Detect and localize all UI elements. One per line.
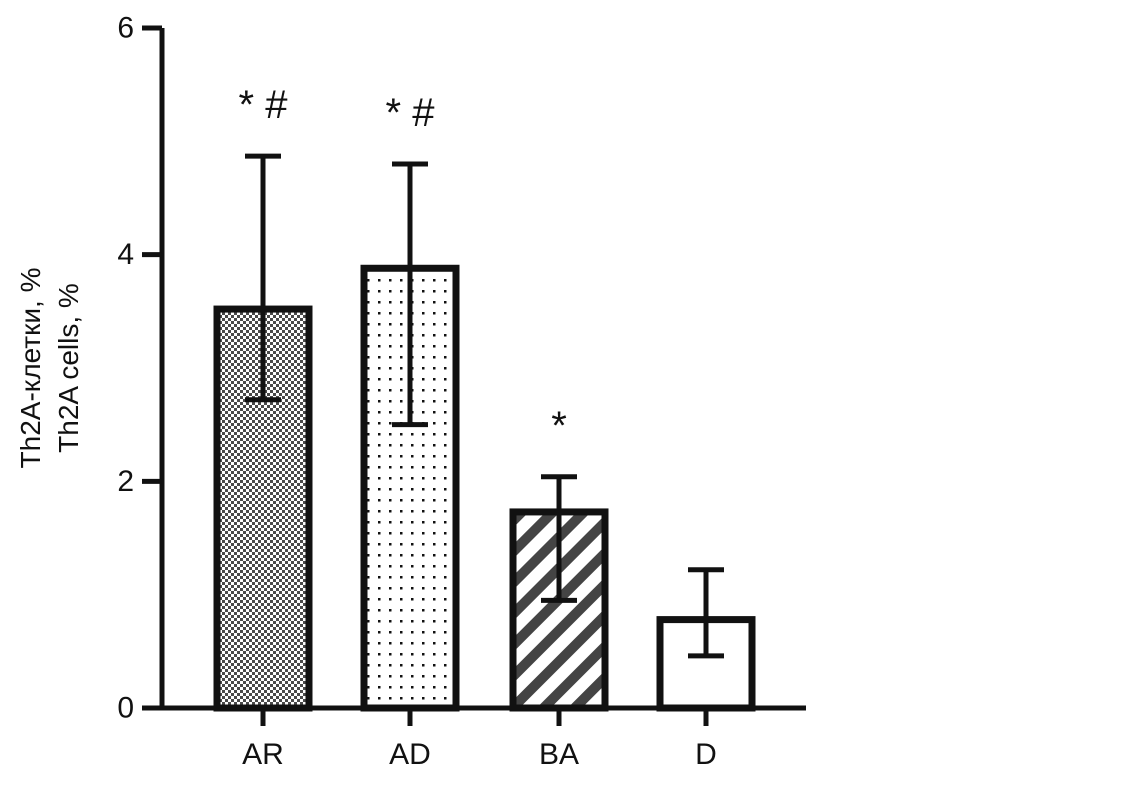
significance-annotation-ba: * xyxy=(551,404,567,448)
y-tick-label-6: 6 xyxy=(117,12,134,45)
error-bars-group xyxy=(245,153,724,659)
axes-group xyxy=(142,25,806,726)
y-axis-title: Th2A-клетки, % Th2A cells, % xyxy=(15,268,84,469)
y-axis-title-line-1: Th2A-клетки, % xyxy=(15,268,46,469)
labels-group: 0 2 4 6 AR AD BA D xyxy=(117,12,717,772)
y-tick-label-2: 2 xyxy=(117,465,134,498)
y-tick-label-0: 0 xyxy=(117,692,134,725)
bar-d xyxy=(656,616,756,712)
x-tick-label-ad: AD xyxy=(389,738,431,771)
y-axis-title-line-2: Th2A cells, % xyxy=(53,283,84,453)
x-tick-label-d: D xyxy=(695,738,717,771)
significance-annotation-ar: * # xyxy=(239,83,289,127)
annotations-group: * # * # * xyxy=(239,83,567,448)
y-tick-label-4: 4 xyxy=(117,238,134,271)
x-tick-label-ar: AR xyxy=(242,738,284,771)
bars-group xyxy=(213,264,756,712)
significance-annotation-ad: * # xyxy=(386,91,436,135)
x-tick-label-ba: BA xyxy=(539,738,579,771)
